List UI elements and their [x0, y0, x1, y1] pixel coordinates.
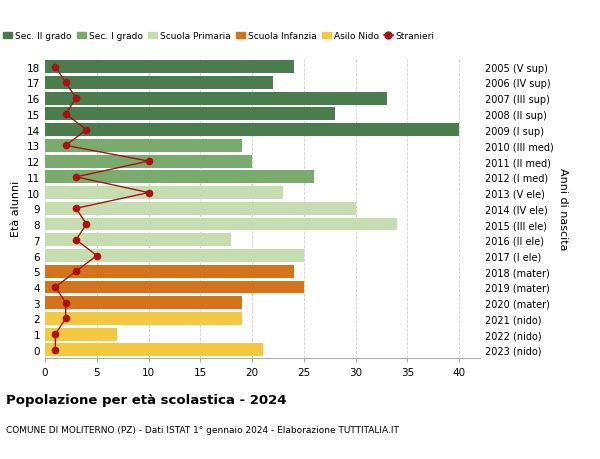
- Y-axis label: Anni di nascita: Anni di nascita: [557, 168, 568, 250]
- Legend: Sec. II grado, Sec. I grado, Scuola Primaria, Scuola Infanzia, Asilo Nido, Stran: Sec. II grado, Sec. I grado, Scuola Prim…: [0, 28, 438, 45]
- Bar: [45, 265, 293, 278]
- Text: COMUNE DI MOLITERNO (PZ) - Dati ISTAT 1° gennaio 2024 - Elaborazione TUTTITALIA.: COMUNE DI MOLITERNO (PZ) - Dati ISTAT 1°…: [6, 425, 399, 434]
- Bar: [45, 281, 304, 294]
- Bar: [45, 140, 242, 152]
- Bar: [45, 124, 459, 137]
- Bar: [45, 77, 273, 90]
- Y-axis label: Età alunni: Età alunni: [11, 181, 22, 237]
- Bar: [45, 187, 283, 200]
- Bar: [45, 344, 263, 357]
- Bar: [45, 218, 397, 231]
- Bar: [45, 155, 252, 168]
- Bar: [45, 328, 118, 341]
- Bar: [45, 234, 232, 246]
- Bar: [45, 297, 242, 309]
- Bar: [45, 108, 335, 121]
- Bar: [45, 250, 304, 263]
- Bar: [45, 202, 356, 215]
- Bar: [45, 171, 314, 184]
- Text: Popolazione per età scolastica - 2024: Popolazione per età scolastica - 2024: [6, 393, 287, 406]
- Bar: [45, 61, 293, 74]
- Bar: [45, 93, 387, 106]
- Bar: [45, 312, 242, 325]
